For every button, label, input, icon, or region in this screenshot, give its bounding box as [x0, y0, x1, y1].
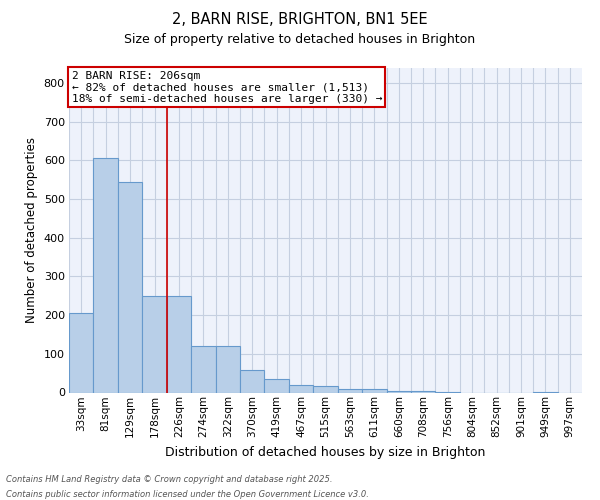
- Text: Contains HM Land Registry data © Crown copyright and database right 2025.: Contains HM Land Registry data © Crown c…: [6, 475, 332, 484]
- Bar: [240, 370, 265, 392]
- Bar: [313, 386, 338, 392]
- Y-axis label: Number of detached properties: Number of detached properties: [25, 137, 38, 323]
- Bar: [265, 379, 289, 392]
- Bar: [118, 182, 142, 392]
- Text: 2, BARN RISE, BRIGHTON, BN1 5EE: 2, BARN RISE, BRIGHTON, BN1 5EE: [172, 12, 428, 28]
- Bar: [386, 390, 411, 392]
- Text: Size of property relative to detached houses in Brighton: Size of property relative to detached ho…: [124, 32, 476, 46]
- X-axis label: Distribution of detached houses by size in Brighton: Distribution of detached houses by size …: [166, 446, 485, 458]
- Bar: [167, 296, 191, 392]
- Bar: [191, 346, 215, 393]
- Bar: [142, 296, 167, 392]
- Bar: [94, 158, 118, 392]
- Bar: [289, 385, 313, 392]
- Text: Contains public sector information licensed under the Open Government Licence v3: Contains public sector information licen…: [6, 490, 369, 499]
- Bar: [362, 390, 386, 392]
- Bar: [215, 346, 240, 393]
- Text: 2 BARN RISE: 206sqm
← 82% of detached houses are smaller (1,513)
18% of semi-det: 2 BARN RISE: 206sqm ← 82% of detached ho…: [71, 70, 382, 104]
- Bar: [69, 313, 94, 392]
- Bar: [338, 388, 362, 392]
